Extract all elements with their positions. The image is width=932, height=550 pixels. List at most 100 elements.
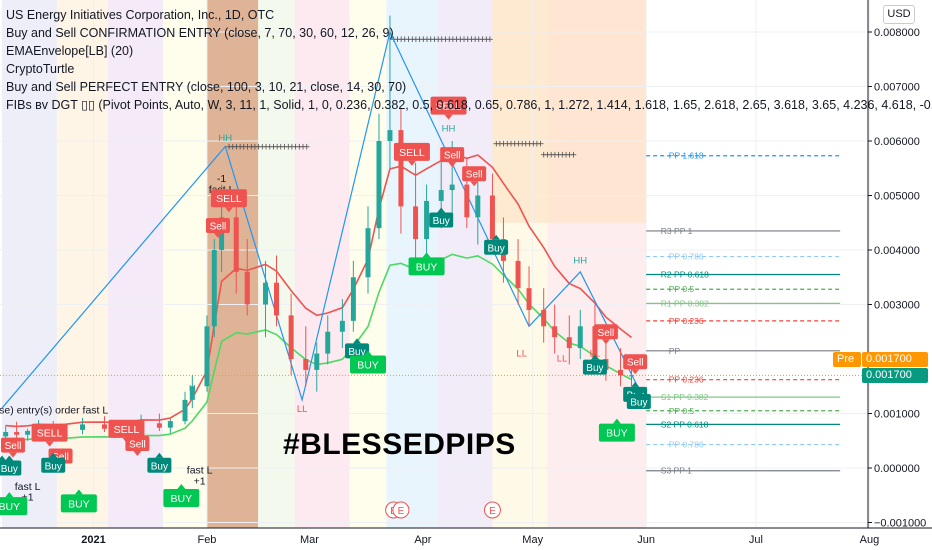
signal-box-5 xyxy=(210,189,247,208)
candle-body-43 xyxy=(552,326,558,338)
signal-label-24: Buy xyxy=(487,243,504,254)
signal-sell-7: SELL xyxy=(393,142,430,166)
turtle-mark-1: + xyxy=(457,35,465,45)
signal-sell-11: Sell xyxy=(593,324,618,345)
signal-buy-15: BUY xyxy=(0,492,28,516)
turtle-mark-2: + xyxy=(507,140,515,150)
signal-pointer-23 xyxy=(422,252,431,258)
signal-box-19 xyxy=(163,488,200,507)
candle-body-11 xyxy=(156,423,162,428)
signal-box-1 xyxy=(31,423,68,442)
currency-button[interactable]: USD xyxy=(883,5,915,24)
turtle-mark-2: + xyxy=(504,140,512,150)
indicator-confirmation-entry[interactable]: Buy and Sell CONFIRMATION ENTRY (close, … xyxy=(6,26,394,40)
signal-sell-12: Sell xyxy=(623,354,648,375)
turtle-mark-1: + xyxy=(420,35,428,45)
turtle-mark-1: + xyxy=(416,35,424,45)
candle-body-45 xyxy=(577,326,583,349)
earnings-marker-1 xyxy=(392,501,410,519)
indicator-perfect-entry[interactable]: Buy and Sell PERFECT ENTRY (close, 100, … xyxy=(6,80,407,94)
x-tick-label-6: Jul xyxy=(749,534,763,546)
signal-label-15: BUY xyxy=(0,501,20,513)
signal-label-4: Sell xyxy=(129,439,146,450)
signal-box-16 xyxy=(41,457,66,473)
signal-box-25 xyxy=(582,359,607,375)
signal-box-15 xyxy=(0,497,28,516)
signal-buy-17: BUY xyxy=(60,489,97,513)
indicator-crypto-turtle[interactable]: CryptoTurtle xyxy=(6,62,75,76)
symbol-title[interactable]: US Energy Initiatives Corporation, Inc.,… xyxy=(6,8,275,22)
signal-buy-19: BUY xyxy=(163,483,200,507)
candle-body-23 xyxy=(303,359,309,370)
indicator-ema-envelope[interactable]: EMAEnvelope[LB] (20) xyxy=(6,44,134,58)
pivot-label-13: S3 PP 1 xyxy=(661,466,692,476)
hh-ll-label-2: HH xyxy=(573,256,587,267)
turtle-mark-0: + xyxy=(247,142,255,152)
pre-market-label: Pre xyxy=(833,352,861,367)
turtle-mark-1: + xyxy=(471,35,479,45)
turtle-mark-1: + xyxy=(394,35,402,45)
turtle-mark-2: + xyxy=(518,140,526,150)
turtle-mark-2: + xyxy=(522,140,530,150)
turtle-mark-1: + xyxy=(479,35,487,45)
hh-ll-label-7: LL xyxy=(590,348,601,359)
turtle-mark-3: + xyxy=(566,151,574,161)
candle-body-44 xyxy=(566,337,572,349)
turtle-mark-1: + xyxy=(431,35,439,45)
signal-pointer-28 xyxy=(634,389,643,395)
hh-ll-label-0: HH xyxy=(218,133,232,144)
signal-pointer-15 xyxy=(5,492,14,498)
turtle-mark-1: + xyxy=(401,35,409,45)
signal-pointer-10 xyxy=(470,181,479,187)
turtle-mark-1: + xyxy=(408,35,416,45)
candle-body-2 xyxy=(25,430,31,435)
signal-pointer-11 xyxy=(601,339,610,345)
candle-body-15 xyxy=(204,326,210,387)
candle-body-46 xyxy=(592,326,598,359)
signal-box-28 xyxy=(626,394,651,410)
candle-body-34 xyxy=(438,190,444,201)
signal-sell-10: Sell xyxy=(462,166,487,187)
signal-pointer-24 xyxy=(492,234,501,240)
signal-pointer-0 xyxy=(8,452,17,458)
turtle-mark-0: + xyxy=(255,142,263,152)
candle-body-33 xyxy=(424,200,430,240)
turtle-mark-1: + xyxy=(460,35,468,45)
candle-body-42 xyxy=(541,309,547,327)
background-band-6 xyxy=(294,0,350,528)
turtle-mark-3: + xyxy=(544,151,552,161)
turtle-mark-2: + xyxy=(526,140,534,150)
turtle-mark-1: + xyxy=(464,35,472,45)
indicator-fibs[interactable]: FIBs вv DGT ▯▯ (Pivot Points, Auto, W, 3… xyxy=(6,98,932,112)
turtle-mark-1: + xyxy=(442,35,450,45)
candle-body-21 xyxy=(274,282,279,316)
turtle-mark-0: + xyxy=(229,142,237,152)
turtle-mark-2: + xyxy=(511,140,519,150)
signal-box-7 xyxy=(393,142,430,161)
signal-pointer-20 xyxy=(353,338,362,344)
y-tick-label-1: 0.007000 xyxy=(874,82,920,94)
turtle-mark-2: + xyxy=(500,140,508,150)
signal-sell-6: Sell xyxy=(205,217,230,238)
y-tick-label-8: −0.001000 xyxy=(874,518,926,530)
turtle-mark-0: + xyxy=(284,142,292,152)
signal-buy-20: Buy xyxy=(345,338,370,359)
candle-body-13 xyxy=(182,399,188,422)
signal-label-0: Sell xyxy=(5,441,22,452)
candle-body-0 xyxy=(3,432,9,437)
signal-label-19: BUY xyxy=(171,493,193,505)
turtle-mark-1: + xyxy=(397,35,405,45)
signal-pointer-7 xyxy=(407,160,416,166)
turtle-mark-0: + xyxy=(225,142,233,152)
turtle-mark-0: + xyxy=(259,142,267,152)
signal-pointer-4 xyxy=(133,450,142,456)
turtle-mark-2: + xyxy=(515,140,523,150)
misc-label-0: -1 xyxy=(217,173,226,185)
candle-body-49 xyxy=(629,375,635,377)
signal-box-22 xyxy=(429,212,454,228)
signal-pointer-18 xyxy=(155,452,164,458)
turtle-mark-1: + xyxy=(482,35,490,45)
pivot-label-10: PP 0.5 xyxy=(669,406,695,416)
